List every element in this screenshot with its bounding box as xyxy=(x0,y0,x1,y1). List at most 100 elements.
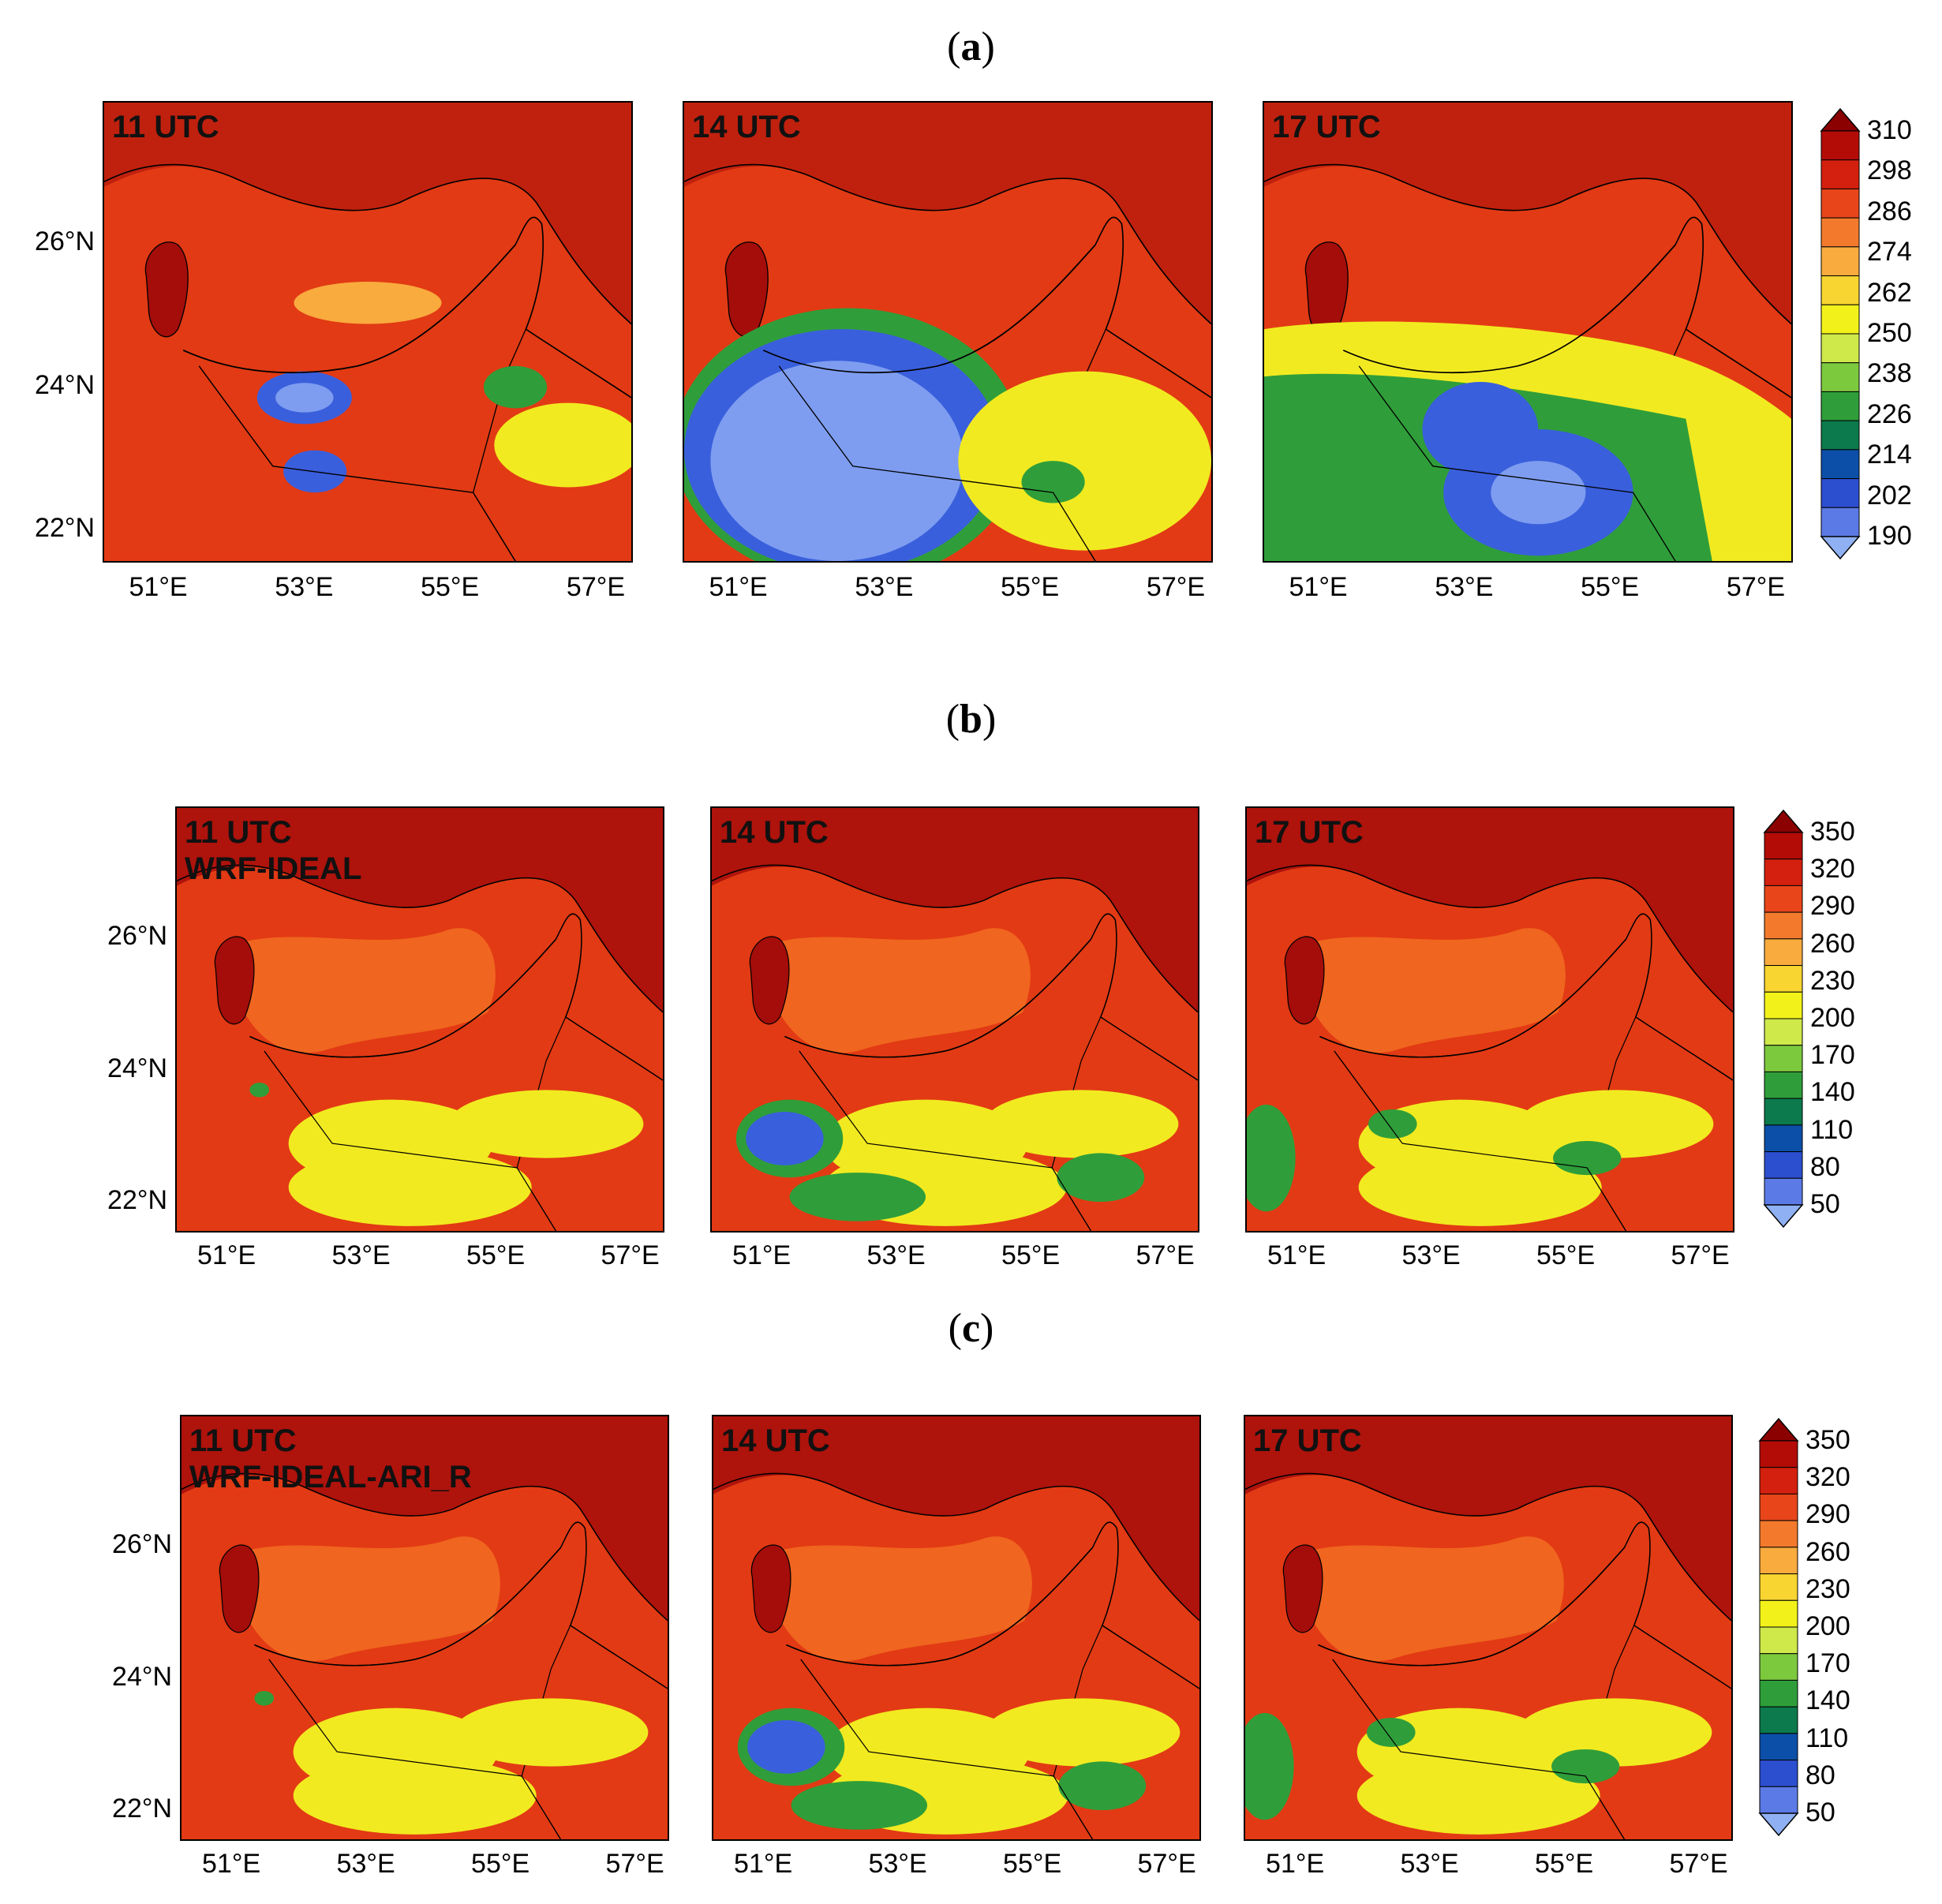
colorbar-swatch xyxy=(1764,885,1803,913)
colorbar-tick-label: 260 xyxy=(1805,1536,1850,1567)
longitude-tick-label: 55°E xyxy=(466,1240,526,1270)
colorbar-tick-label: 260 xyxy=(1810,928,1855,959)
colorbar-tick-label: 238 xyxy=(1867,358,1912,389)
colorbar-tick-label: 202 xyxy=(1867,480,1912,511)
panel-time: 14 UTC xyxy=(720,815,829,850)
convective-cell xyxy=(1553,1141,1622,1176)
longitude-tick-label: 51°E xyxy=(1266,1849,1325,1879)
colorbar-swatch xyxy=(1759,1520,1798,1548)
colorbar-swatch xyxy=(1820,449,1860,480)
northern-land-shade xyxy=(1247,808,1733,1012)
panel-time: 11 UTC xyxy=(185,815,292,850)
qatar-peninsula xyxy=(214,936,255,1025)
colorbar-swatch xyxy=(1820,362,1860,392)
longitude-tick-label: 53°E xyxy=(1401,1240,1461,1270)
convective-cell-core xyxy=(746,1112,824,1165)
colorbar-swatch xyxy=(1764,858,1803,886)
longitude-tick-label: 55°E xyxy=(471,1849,530,1879)
qatar-peninsula xyxy=(219,1544,260,1633)
map-graphic xyxy=(712,808,1198,1231)
colorbar-swatch xyxy=(1820,420,1860,451)
colorbar-tick-label: 140 xyxy=(1805,1685,1850,1716)
panel-time: 14 UTC xyxy=(692,110,801,144)
cloud-field xyxy=(453,1698,649,1767)
colorbar-tick-label: 290 xyxy=(1810,891,1855,922)
longitude-tick-label: 55°E xyxy=(1581,572,1640,602)
colorbar-swatch xyxy=(1759,1653,1798,1681)
colorbar-max-arrow xyxy=(1763,809,1804,833)
colorbar-swatch xyxy=(1820,130,1860,161)
colorbar-swatch xyxy=(1820,333,1860,364)
longitude-tick-label: 55°E xyxy=(1536,1240,1596,1270)
colorbar-tick-label: 190 xyxy=(1867,521,1912,551)
colorbar-tick-label: 226 xyxy=(1867,398,1912,429)
colorbar-swatch xyxy=(1764,991,1803,1019)
panel-time: 17 UTC xyxy=(1253,1423,1362,1458)
border-line-overlay xyxy=(799,1050,1092,1231)
coastline-north xyxy=(181,1472,668,1622)
colorbar-swatch xyxy=(1820,507,1860,537)
colorbar-swatch xyxy=(1759,1760,1798,1787)
cloud-cell xyxy=(249,1083,270,1098)
border-line-overlay xyxy=(1334,1050,1627,1231)
gulf-warm-zone xyxy=(769,928,1031,1053)
cloud-field xyxy=(985,1698,1181,1767)
map-graphic xyxy=(177,808,663,1231)
colorbar-swatch xyxy=(1820,275,1860,305)
coastline-north xyxy=(684,163,1211,325)
map-graphic xyxy=(181,1416,668,1839)
colorbar-tick-label: 262 xyxy=(1867,277,1912,308)
colorbar-swatch xyxy=(1820,217,1860,248)
cloud-field xyxy=(288,1148,532,1226)
panel-time-label: 11 UTC WRF-IDEAL xyxy=(185,814,361,887)
colorbar-tick-label: 140 xyxy=(1810,1077,1855,1108)
colorbar-tick-label: 200 xyxy=(1810,1003,1855,1033)
colorbar-swatch xyxy=(1820,391,1860,421)
coastline-uae-overlay xyxy=(182,244,516,374)
colorbar-tick-label: 214 xyxy=(1867,440,1912,470)
panel-time-label: 17 UTC xyxy=(1272,109,1381,145)
longitude-tick-label: 57°E xyxy=(1146,572,1205,602)
longitude-tick-label: 53°E xyxy=(855,572,914,602)
convective-cell xyxy=(1368,1109,1417,1139)
colorbar-tick-label: 200 xyxy=(1805,1611,1850,1641)
colorbar-swatch xyxy=(1820,246,1860,277)
panel-time: 11 UTC xyxy=(189,1423,297,1458)
cloud-cell xyxy=(254,1691,275,1706)
colorbar-tick-label: 110 xyxy=(1810,1114,1854,1145)
longitude-tick-label: 55°E xyxy=(1001,1240,1061,1270)
colorbar-swatch xyxy=(1759,1679,1798,1708)
colorbar-min-arrow xyxy=(1763,1204,1804,1229)
panel-time-label: 17 UTC xyxy=(1255,814,1364,851)
coastline-uae-overlay xyxy=(1318,1547,1626,1666)
map-panel-b-2: 14 UTC xyxy=(710,806,1199,1233)
colorbar-min-arrow xyxy=(1758,1812,1799,1837)
gulf-warm-zone xyxy=(239,1536,500,1662)
convective-cell xyxy=(1551,1749,1620,1784)
longitude-tick-label: 51°E xyxy=(197,1240,256,1270)
qatar-peninsula xyxy=(1282,1544,1323,1633)
panel-time: 17 UTC xyxy=(1255,815,1364,850)
experiment-name: WRF-IDEAL xyxy=(185,851,362,886)
colorbar-tick-label: 170 xyxy=(1805,1648,1850,1679)
qatar-peninsula xyxy=(749,936,790,1025)
cloud-cell-core xyxy=(275,383,334,413)
qatar-peninsula xyxy=(1284,936,1325,1025)
colorbar-swatch xyxy=(1764,1151,1803,1179)
colorbar-swatch xyxy=(1764,938,1803,967)
convective-cell xyxy=(1058,1761,1147,1811)
coastline-north xyxy=(1247,864,1733,1013)
colorbar-swatch xyxy=(1759,1626,1798,1655)
warm-cloud-region xyxy=(958,371,1211,551)
convective-cell xyxy=(791,1781,928,1830)
coastline-north xyxy=(1245,1472,1731,1622)
panel-time-label: 14 UTC xyxy=(692,109,801,145)
colorbar-swatch xyxy=(1759,1599,1798,1628)
longitude-tick-label: 53°E xyxy=(866,1240,926,1270)
colorbar-swatch xyxy=(1820,188,1860,219)
border-line-overlay xyxy=(778,365,1096,561)
warm-cloud-region xyxy=(294,282,442,324)
northern-land-shade xyxy=(1245,1416,1731,1621)
panel-time: 14 UTC xyxy=(721,1423,830,1458)
colorbar-tick-label: 230 xyxy=(1805,1573,1850,1604)
